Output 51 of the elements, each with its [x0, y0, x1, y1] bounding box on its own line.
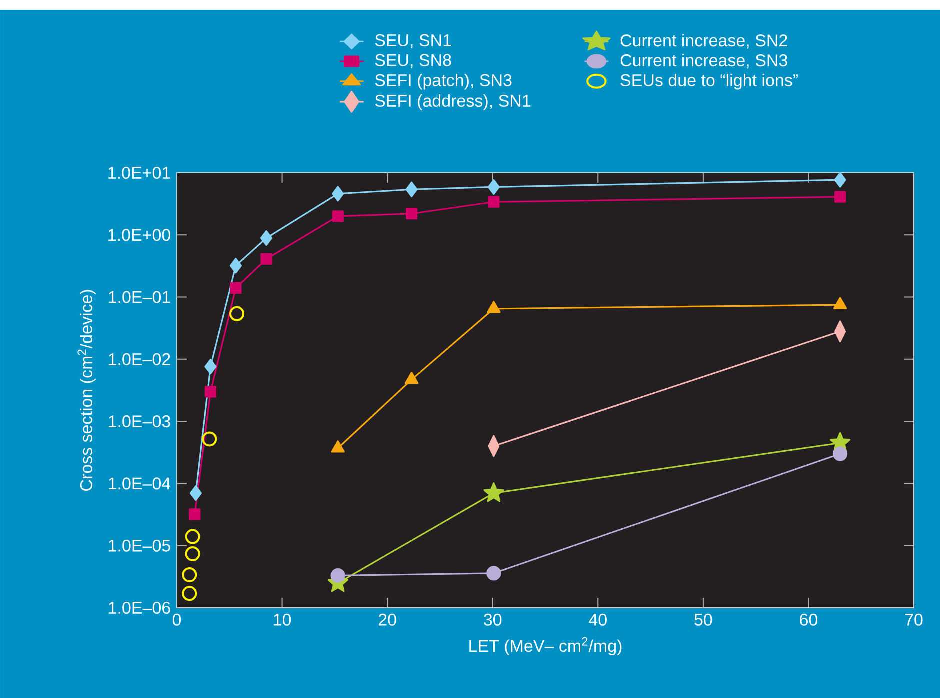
- x-axis-title: LET (MeV– cm$^{2}$/mg): [470, 637, 622, 656]
- y-axis-title: Cross section (cm$^{2}$/device): [78, 290, 96, 491]
- point: [260, 230, 273, 246]
- y-tick-label: 1.0E–05: [109, 540, 170, 552]
- y-tick-label: 1.0E–04: [109, 478, 171, 490]
- point: [185, 529, 200, 544]
- point: [332, 186, 344, 202]
- point: [488, 179, 500, 196]
- legend-label: SEU, SN1: [375, 34, 452, 48]
- x-tick-label: 50: [694, 614, 712, 626]
- x-tick-label: 20: [378, 614, 396, 626]
- y-tick-label: 1.0E+00: [108, 229, 170, 242]
- point: [406, 182, 418, 198]
- legend-label: SEFI (patch), SN3: [375, 74, 512, 90]
- legend-label: Current increase, SN3: [620, 54, 788, 69]
- legend-label: SEUs due to “light ions”: [620, 74, 798, 90]
- point: [486, 566, 502, 581]
- x-tick-label: 40: [589, 614, 607, 626]
- point: [202, 432, 218, 447]
- point: [834, 191, 846, 203]
- point: [833, 446, 848, 462]
- x-tick-label: 30: [484, 614, 502, 626]
- legend-label: SEU, SN8: [375, 54, 452, 68]
- y-tick-label: 1.0E–06: [109, 602, 170, 614]
- point: [182, 586, 198, 602]
- point: [260, 253, 272, 265]
- point: [204, 386, 216, 398]
- point: [332, 210, 344, 222]
- point: [230, 258, 242, 274]
- point: [189, 508, 201, 520]
- y-tick-label: 1.0E–03: [109, 416, 170, 428]
- point: [834, 172, 846, 188]
- x-tick-label: 70: [905, 614, 923, 626]
- point: [484, 482, 504, 502]
- point: [190, 486, 202, 502]
- point: [406, 208, 418, 220]
- y-tick-label: 1.0E–02: [109, 353, 170, 366]
- point: [185, 546, 200, 562]
- point: [204, 359, 217, 375]
- x-tick-label: 0: [172, 614, 182, 626]
- point: [488, 196, 500, 208]
- point: [230, 306, 245, 322]
- point: [182, 567, 198, 582]
- legend-label: Current increase, SN2: [620, 34, 788, 49]
- legend-label: SEFI (address), SN1: [375, 94, 531, 110]
- point: [330, 568, 346, 584]
- x-tick-label: 10: [274, 614, 292, 626]
- x-tick-label: 60: [800, 614, 818, 626]
- y-tick-label: 1.0E+01: [108, 166, 170, 180]
- y-tick-label: 1.0E–01: [109, 291, 170, 304]
- point: [230, 282, 242, 294]
